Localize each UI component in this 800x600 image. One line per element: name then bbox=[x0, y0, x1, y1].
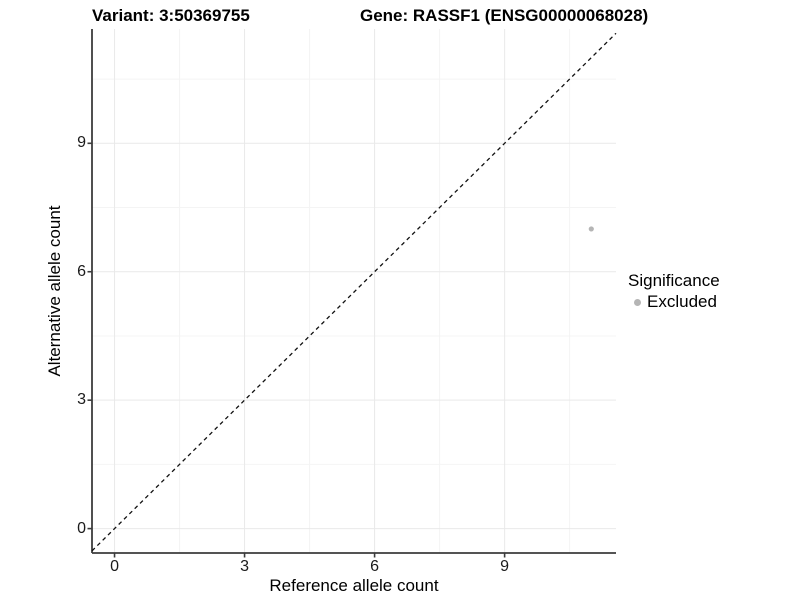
legend-item-excluded: Excluded bbox=[628, 293, 720, 311]
y-tick-label: 3 bbox=[77, 391, 86, 409]
y-tick-label: 6 bbox=[77, 262, 86, 280]
legend: Significance Excluded bbox=[628, 271, 720, 311]
x-tick-label: 6 bbox=[370, 558, 380, 575]
y-tick-label: 0 bbox=[77, 519, 86, 537]
x-tick-label: 0 bbox=[110, 558, 119, 575]
data-point bbox=[588, 226, 594, 232]
legend-item-label: Excluded bbox=[647, 292, 717, 311]
legend-title: Significance bbox=[628, 271, 720, 290]
plot-title-gene: Gene: RASSF1 (ENSG00000068028) bbox=[360, 6, 649, 25]
plot-title-variant: Variant: 3:50369755 bbox=[92, 6, 250, 25]
identity-line bbox=[91, 32, 617, 552]
x-axis-title: Reference allele count bbox=[269, 576, 439, 595]
y-tick-label: 9 bbox=[77, 134, 86, 152]
x-tick-label: 3 bbox=[240, 558, 249, 575]
legend-key-dot-icon bbox=[634, 298, 641, 306]
x-tick-label: 9 bbox=[500, 558, 510, 575]
y-axis-title: Alternative allele count bbox=[45, 205, 64, 377]
